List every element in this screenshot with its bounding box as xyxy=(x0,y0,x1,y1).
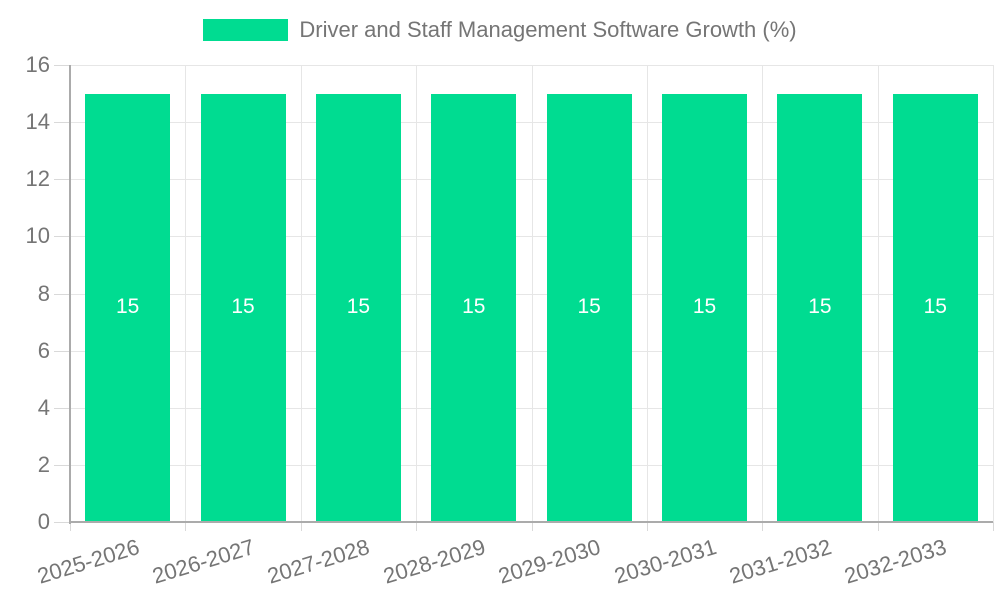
bar-2025-2026[interactable] xyxy=(85,93,171,521)
x-axis-tick xyxy=(416,522,418,531)
y-axis-tick xyxy=(54,464,70,466)
x-axis-label: 2025-2026 xyxy=(34,534,142,589)
y-axis-tick xyxy=(54,179,70,181)
bar-2027-2028[interactable] xyxy=(315,93,401,521)
bar-value-label: 15 xyxy=(923,294,947,318)
x-axis-tick xyxy=(70,522,71,531)
x-axis-tick xyxy=(646,522,648,531)
bar-value-label: 15 xyxy=(116,294,140,318)
x-gridline xyxy=(993,65,994,522)
x-gridline xyxy=(762,65,764,522)
bar-value-label: 15 xyxy=(346,294,371,318)
x-axis-tick xyxy=(531,522,533,531)
bar-2032-2033[interactable] xyxy=(892,93,978,521)
bar-value-label: 15 xyxy=(577,294,601,318)
bar-value-label: 15 xyxy=(692,294,717,318)
x-axis-line xyxy=(69,521,993,523)
x-axis-tick xyxy=(300,522,302,531)
bar-value-label: 15 xyxy=(808,294,832,318)
bar-value-label: 15 xyxy=(462,294,486,318)
y-axis-label: 2 xyxy=(37,451,50,477)
x-axis-label: 2027-2028 xyxy=(264,534,373,589)
legend-swatch xyxy=(203,19,289,41)
bar-value-label: 15 xyxy=(231,294,255,318)
bar-2031-2032[interactable] xyxy=(777,93,863,521)
y-axis-tick xyxy=(54,350,70,352)
bar-2026-2027[interactable] xyxy=(200,93,286,521)
y-axis-label: 10 xyxy=(25,223,50,249)
chart-legend[interactable]: Driver and Staff Management Software Gro… xyxy=(0,17,1000,43)
y-axis-tick xyxy=(54,236,70,238)
x-gridline xyxy=(300,65,302,522)
y-axis-label: 14 xyxy=(25,109,50,135)
x-axis-label: 2030-2031 xyxy=(610,534,719,589)
y-axis-tick xyxy=(54,122,70,124)
y-axis-tick xyxy=(54,65,70,66)
y-axis-label: 16 xyxy=(25,52,50,77)
x-gridline xyxy=(416,65,418,522)
y-axis-label: 12 xyxy=(25,166,50,192)
x-axis-tick xyxy=(185,522,187,531)
y-axis-label: 4 xyxy=(37,394,50,420)
bar-2030-2031[interactable] xyxy=(662,93,748,521)
y-axis-tick xyxy=(54,293,70,295)
legend-label: Driver and Staff Management Software Gro… xyxy=(299,17,797,42)
y-axis-label: 6 xyxy=(37,337,50,363)
y-axis-line xyxy=(69,65,71,524)
bar-2028-2029[interactable] xyxy=(431,93,517,521)
x-axis-label: 2032-2033 xyxy=(841,534,950,589)
x-axis-label: 2029-2030 xyxy=(495,534,604,589)
y-axis-label: 0 xyxy=(37,509,50,534)
x-gridline xyxy=(531,65,533,522)
y-axis-tick xyxy=(54,522,70,523)
x-axis-tick xyxy=(877,522,879,531)
x-axis-label: 2028-2029 xyxy=(380,534,489,589)
x-gridline xyxy=(646,65,648,522)
x-axis-label: 2031-2032 xyxy=(726,534,835,589)
x-gridline xyxy=(877,65,879,522)
x-axis-label: 2026-2027 xyxy=(149,534,258,589)
y-axis-tick xyxy=(54,407,70,409)
x-axis-tick xyxy=(993,522,994,531)
y-axis-label: 8 xyxy=(37,280,50,306)
x-gridline xyxy=(185,65,187,522)
x-axis-tick xyxy=(762,522,764,531)
bar-2029-2030[interactable] xyxy=(546,93,632,521)
